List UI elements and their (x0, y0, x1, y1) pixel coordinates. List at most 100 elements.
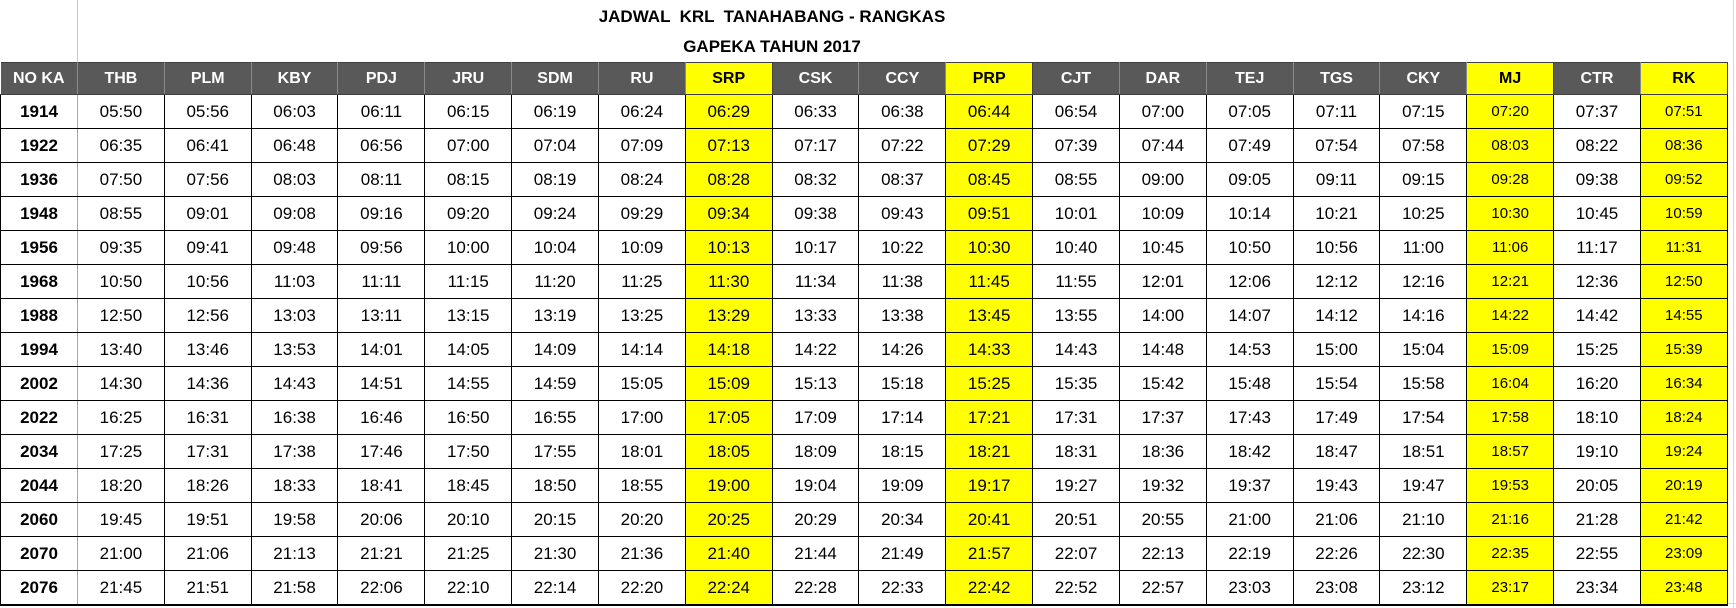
cell-tgs-2034: 18:47 (1292, 434, 1381, 469)
cell-dar-2076: 22:57 (1118, 570, 1207, 606)
column-header-pdj: PDJ (337, 62, 426, 95)
cell-srp-2034: 18:05 (684, 434, 773, 469)
cell-ru-2044: 18:55 (597, 468, 686, 503)
cell-prp-2002: 15:25 (945, 366, 1034, 401)
cell-csk-1914: 06:33 (771, 94, 860, 129)
cell-thb-1968: 10:50 (77, 264, 165, 299)
cell-plm-1994: 13:46 (163, 332, 252, 367)
cell-cky-1922: 07:58 (1379, 128, 1468, 163)
column-header-ctr: CTR (1553, 62, 1641, 95)
cell-jru-1914: 06:15 (424, 94, 513, 129)
cell-dar-1922: 07:44 (1118, 128, 1207, 163)
cell-sdm-1994: 14:09 (511, 332, 599, 367)
column-header-jru: JRU (424, 62, 513, 95)
cell-cjt-1922: 07:39 (1032, 128, 1120, 163)
cell-jru-2070: 21:25 (424, 536, 513, 571)
cell-tej-2044: 19:37 (1205, 468, 1294, 503)
cell-tgs-2044: 19:43 (1292, 468, 1381, 503)
cell-mj-1914: 07:20 (1466, 94, 1555, 129)
cell-jru-2034: 17:50 (424, 434, 513, 469)
cell-cjt-2044: 19:27 (1032, 468, 1120, 503)
cell-thb-1956: 09:35 (77, 230, 165, 265)
cell-train-number-1994: 1994 (0, 332, 78, 367)
cell-thb-1922: 06:35 (77, 128, 165, 163)
cell-cjt-2070: 22:07 (1032, 536, 1120, 571)
cell-dar-2044: 19:32 (1118, 468, 1207, 503)
cell-pdj-2070: 21:21 (337, 536, 426, 571)
table-row: 2022 16:25 16:31 16:38 16:46 16:50 16:55 17:00 1… (0, 400, 1728, 435)
column-header-ccy: CCY (858, 62, 947, 95)
cell-cky-1956: 11:00 (1379, 230, 1468, 265)
cell-thb-1914: 05:50 (77, 94, 165, 129)
cell-tgs-1948: 10:21 (1292, 196, 1381, 231)
cell-ccy-1914: 06:38 (858, 94, 947, 129)
cell-rk-2060: 21:42 (1639, 502, 1728, 537)
cell-mj-2022: 17:58 (1466, 400, 1555, 435)
cell-cky-1936: 09:15 (1379, 162, 1468, 197)
cell-jru-1936: 08:15 (424, 162, 513, 197)
cell-train-number-1948: 1948 (0, 196, 78, 231)
cell-ccy-2076: 22:33 (858, 570, 947, 606)
cell-sdm-2060: 20:15 (511, 502, 599, 537)
cell-jru-2044: 18:45 (424, 468, 513, 503)
cell-tej-2070: 22:19 (1205, 536, 1294, 571)
cell-sdm-2002: 14:59 (511, 366, 599, 401)
cell-srp-1922: 07:13 (684, 128, 773, 163)
cell-dar-2002: 15:42 (1118, 366, 1207, 401)
cell-prp-1914: 06:44 (945, 94, 1034, 129)
cell-jru-2060: 20:10 (424, 502, 513, 537)
cell-csk-2060: 20:29 (771, 502, 860, 537)
table-row: 1936 07:50 07:56 08:03 08:11 08:15 08:19 08:24 0… (0, 162, 1728, 197)
cell-train-number-2076: 2076 (0, 570, 78, 606)
cell-kby-1988: 13:03 (250, 298, 339, 333)
cell-kby-2022: 16:38 (250, 400, 339, 435)
cell-srp-2022: 17:05 (684, 400, 773, 435)
cell-ccy-2044: 19:09 (858, 468, 947, 503)
cell-mj-2060: 21:16 (1466, 502, 1555, 537)
column-header-rk: RK (1639, 62, 1728, 95)
header-row: NO KA THB PLM KBY PDJ JRU SDM RU SRP CSK CCY PRP CJT… (0, 62, 1728, 95)
cell-rk-2002: 16:34 (1639, 366, 1728, 401)
cell-pdj-2022: 16:46 (337, 400, 426, 435)
cell-kby-2044: 18:33 (250, 468, 339, 503)
cell-ctr-2002: 16:20 (1553, 366, 1641, 401)
cell-plm-2076: 21:51 (163, 570, 252, 606)
cell-cjt-1948: 10:01 (1032, 196, 1120, 231)
cell-thb-1936: 07:50 (77, 162, 165, 197)
cell-ctr-2034: 19:10 (1553, 434, 1641, 469)
cell-ctr-2044: 20:05 (1553, 468, 1641, 503)
cell-ccy-2022: 17:14 (858, 400, 947, 435)
cell-cky-1914: 07:15 (1379, 94, 1468, 129)
cell-ccy-1922: 07:22 (858, 128, 947, 163)
cell-dar-1936: 09:00 (1118, 162, 1207, 197)
cell-cky-2044: 19:47 (1379, 468, 1468, 503)
cell-rk-2022: 18:24 (1639, 400, 1728, 435)
cell-ru-1948: 09:29 (597, 196, 686, 231)
cell-tej-2002: 15:48 (1205, 366, 1294, 401)
cell-tgs-2070: 22:26 (1292, 536, 1381, 571)
cell-rk-1988: 14:55 (1639, 298, 1728, 333)
table-row: 2002 14:30 14:36 14:43 14:51 14:55 14:59 15:05 1… (0, 366, 1728, 401)
cell-csk-2022: 17:09 (771, 400, 860, 435)
cell-srp-1936: 08:28 (684, 162, 773, 197)
cell-plm-1988: 12:56 (163, 298, 252, 333)
column-header-dar: DAR (1119, 62, 1207, 95)
cell-pdj-2060: 20:06 (337, 502, 426, 537)
cell-dar-1988: 14:00 (1118, 298, 1207, 333)
cell-sdm-1936: 08:19 (511, 162, 599, 197)
table-body: 1914 05:50 05:56 06:03 06:11 06:15 06:19 06:24 0… (0, 94, 1728, 606)
cell-pdj-2076: 22:06 (337, 570, 426, 606)
cell-csk-1994: 14:22 (771, 332, 860, 367)
cell-ccy-2070: 21:49 (858, 536, 947, 571)
cell-mj-1922: 08:03 (1466, 128, 1555, 163)
cell-jru-2002: 14:55 (424, 366, 513, 401)
cell-ru-2070: 21:36 (597, 536, 686, 571)
cell-cky-1948: 10:25 (1379, 196, 1468, 231)
cell-plm-1956: 09:41 (163, 230, 252, 265)
cell-tej-2022: 17:43 (1205, 400, 1294, 435)
cell-ccy-2002: 15:18 (858, 366, 947, 401)
table-row: 1922 06:35 06:41 06:48 06:56 07:00 07:04 07:09 0… (0, 128, 1728, 163)
cell-tgs-1956: 10:56 (1292, 230, 1381, 265)
cell-mj-2076: 23:17 (1466, 570, 1555, 606)
cell-cky-2060: 21:10 (1379, 502, 1468, 537)
